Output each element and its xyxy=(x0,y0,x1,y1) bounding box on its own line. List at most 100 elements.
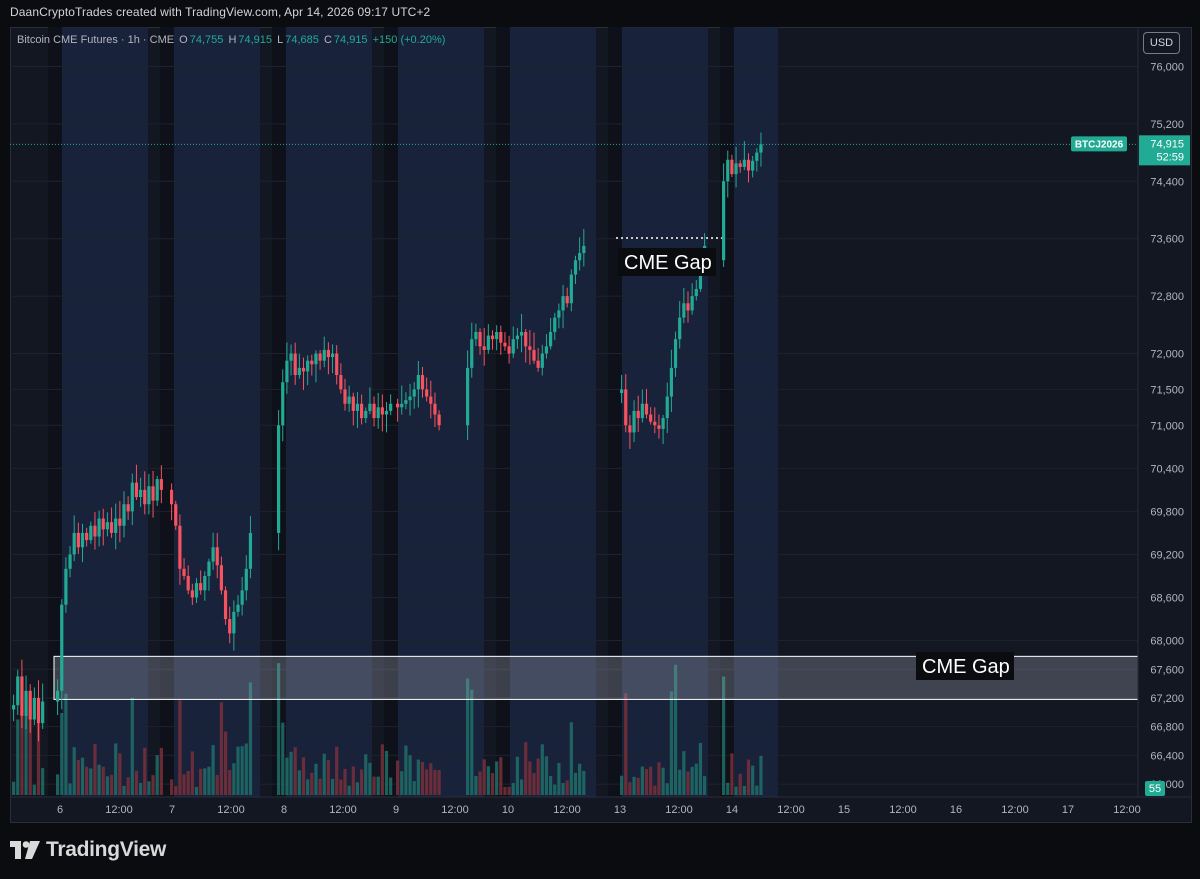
candle-body xyxy=(384,410,389,415)
candle-body xyxy=(85,532,89,541)
volume-bar xyxy=(703,776,707,795)
price-tick-label: 75,200 xyxy=(1150,119,1184,131)
currency-button[interactable]: USD xyxy=(1143,32,1180,54)
volume-bar xyxy=(207,766,211,795)
time-tick-label: 12:00 xyxy=(665,804,693,816)
volume-bar xyxy=(147,781,151,795)
price-tick-label: 67,200 xyxy=(1150,693,1184,705)
volume-bar xyxy=(751,765,755,795)
candle-body xyxy=(734,163,738,175)
volume-bar xyxy=(219,702,223,795)
candle-body xyxy=(97,518,101,537)
volume-bar xyxy=(297,770,301,795)
price-axis: 76,000 75,200 74,400 73,600 72,800 72,000 71,5… xyxy=(1071,27,1190,797)
time-tick-label: 14 xyxy=(726,804,738,816)
time-tick-label: 9 xyxy=(393,804,399,816)
candle-body xyxy=(80,532,85,548)
candle-body xyxy=(425,389,429,397)
volume-bar xyxy=(528,761,532,795)
candle-body xyxy=(565,296,569,304)
candle-body xyxy=(519,331,524,336)
candle-body xyxy=(223,590,228,620)
volume-tag-box xyxy=(1145,781,1165,796)
candle-body xyxy=(511,339,515,354)
candle-body xyxy=(653,421,657,426)
candle-body xyxy=(412,389,416,397)
volume-bar xyxy=(738,773,742,795)
candle-body xyxy=(561,296,565,311)
candle-body xyxy=(690,296,694,311)
candle-body xyxy=(199,583,203,591)
candle-body xyxy=(139,489,143,498)
price-tick-label: 74,400 xyxy=(1150,176,1184,188)
candle-body xyxy=(182,568,186,576)
price-tick-label: 71,500 xyxy=(1150,384,1184,396)
candle-body xyxy=(36,697,41,724)
volume-bar xyxy=(474,776,478,795)
volume-bar xyxy=(16,719,20,795)
candle-body xyxy=(118,518,122,526)
volume-bar xyxy=(126,777,130,795)
candle-body xyxy=(515,335,519,340)
volume-bar xyxy=(644,769,649,795)
time-tick-label: 12:00 xyxy=(1113,804,1141,816)
volume-bar xyxy=(515,756,519,795)
volume-bar xyxy=(76,759,80,795)
price-tick-label: 72,000 xyxy=(1150,349,1184,361)
candle-body xyxy=(490,335,495,340)
volume-bar xyxy=(565,780,569,795)
volume-bar xyxy=(412,781,416,795)
volume-bar xyxy=(281,722,285,795)
volume-bar xyxy=(347,785,351,795)
session-band xyxy=(398,27,484,797)
volume-bar xyxy=(730,753,734,795)
candle-body xyxy=(669,367,673,397)
candle-body xyxy=(203,575,207,591)
volume-bar xyxy=(620,775,624,795)
volume-bar xyxy=(223,731,228,795)
cme-gap-label-lower: CME Gap xyxy=(922,656,1010,678)
volume-bar xyxy=(478,771,482,795)
volume-bar xyxy=(60,712,64,795)
volume-bar xyxy=(330,778,335,795)
candle-body xyxy=(64,568,68,605)
volume-bar xyxy=(482,759,486,795)
candle-body xyxy=(186,575,190,591)
candle-body xyxy=(657,425,661,429)
volume-bar xyxy=(85,766,89,795)
legend-change: +150 (+0.20%) xyxy=(372,34,446,46)
volume-bar xyxy=(495,761,499,795)
tradingview-wordmark: TradingView xyxy=(46,838,167,861)
tradingview-footer[interactable]: TradingView xyxy=(10,838,166,862)
candle-body xyxy=(32,697,36,720)
symbol-legend: Bitcoin CME Futures · 1h · CME O 74,755 H… xyxy=(17,34,447,46)
time-tick-label: 12:00 xyxy=(441,804,469,816)
candle-body xyxy=(76,532,80,548)
volume-bar xyxy=(97,764,101,795)
volume-bar xyxy=(36,714,41,795)
volume-bar xyxy=(89,768,93,795)
volume-bar xyxy=(746,759,751,795)
candle-body xyxy=(277,425,281,533)
candle-body xyxy=(673,339,678,368)
volume-bar xyxy=(285,757,289,795)
candle-body xyxy=(211,547,215,562)
volume-bar xyxy=(437,770,441,795)
candle-body xyxy=(306,360,310,372)
candle-body xyxy=(355,403,360,411)
candle-body xyxy=(310,360,314,365)
candle-body xyxy=(429,396,433,404)
volume-bar xyxy=(151,775,155,795)
volume-bar xyxy=(178,700,182,795)
candle-body xyxy=(698,267,703,289)
candle-body xyxy=(582,245,586,254)
price-tick-label: 76,000 xyxy=(1150,61,1184,73)
volume-bar xyxy=(661,767,665,795)
candle-body xyxy=(285,360,289,383)
candle-body xyxy=(755,152,759,161)
price-tick-label: 67,600 xyxy=(1150,664,1184,676)
symbol-tag-label: BTCJ2026 xyxy=(1075,139,1124,150)
volume-bar xyxy=(318,778,322,795)
time-tick-label: 15 xyxy=(838,804,850,816)
